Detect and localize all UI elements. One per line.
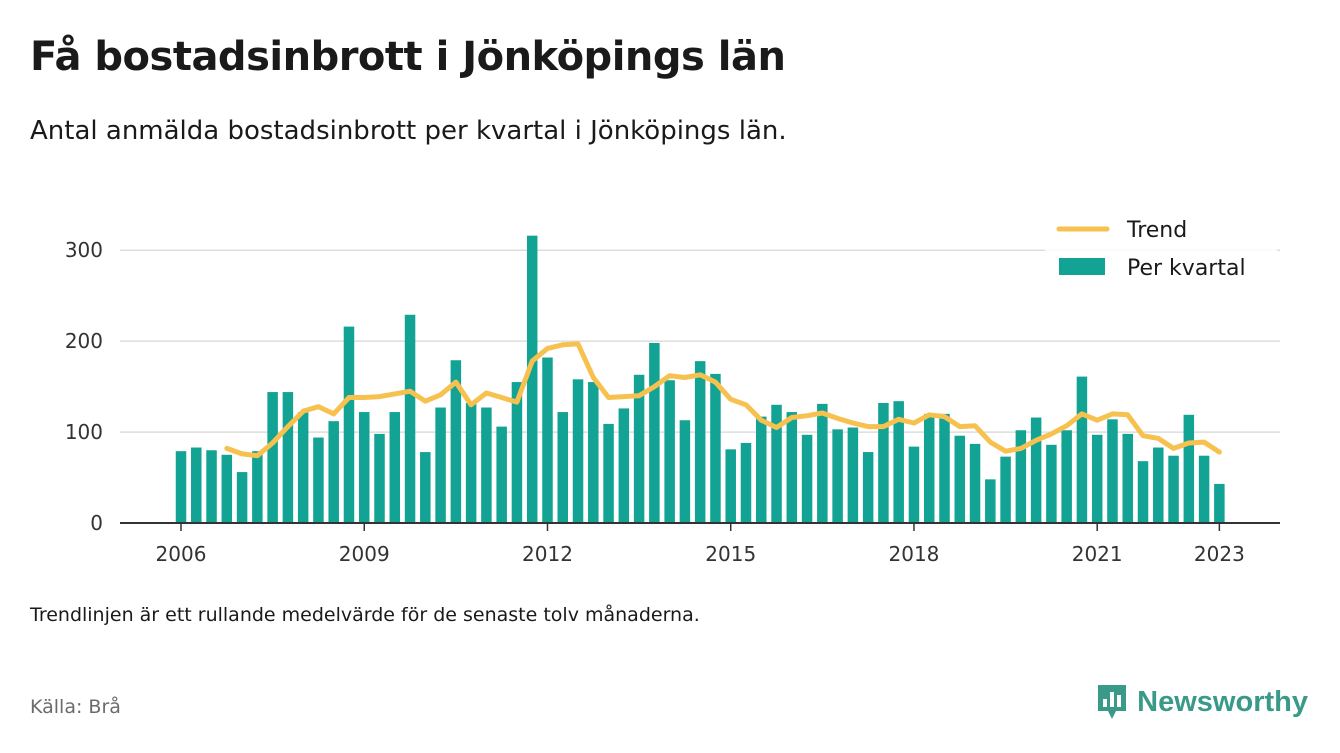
- bar: [1015, 430, 1027, 523]
- x-tick-label: 2023: [1194, 542, 1245, 566]
- trend-line: [224, 341, 1222, 459]
- legend: Trend Per kvartal: [1045, 213, 1277, 287]
- bar: [1153, 447, 1164, 523]
- legend-bar-swatch: [1059, 258, 1105, 275]
- bar: [1183, 414, 1195, 523]
- legend-trend-label: Trend: [1126, 218, 1187, 243]
- bar: [282, 392, 294, 523]
- bar: [175, 451, 187, 523]
- bar: [252, 451, 263, 523]
- bar: [343, 326, 355, 523]
- bar: [985, 479, 996, 523]
- bar: [572, 379, 584, 523]
- bar: [450, 360, 462, 523]
- bar: [694, 361, 706, 523]
- bar: [832, 429, 843, 523]
- bar: [358, 412, 370, 523]
- y-tick-label: 100: [65, 420, 103, 444]
- bar: [603, 423, 614, 523]
- bar: [496, 426, 507, 523]
- chart-subtitle: Antal anmälda bostadsinbrott per kvartal…: [30, 116, 787, 146]
- bar: [221, 454, 233, 523]
- bar: [420, 452, 431, 523]
- bar: [1030, 417, 1042, 523]
- bar: [1000, 456, 1011, 523]
- bar: [740, 442, 752, 523]
- bar: [374, 433, 385, 523]
- bar: [542, 357, 553, 523]
- bar: [557, 412, 568, 523]
- bar: [1091, 434, 1103, 523]
- bar: [1107, 419, 1118, 523]
- x-tick-label: 2021: [1072, 542, 1123, 566]
- bar: [939, 413, 950, 523]
- bar: [328, 421, 339, 523]
- bar: [1198, 455, 1210, 523]
- bar: [649, 342, 660, 523]
- bar: [1076, 376, 1088, 523]
- bar: [191, 447, 202, 523]
- bar: [908, 446, 920, 523]
- bar: [404, 314, 416, 523]
- bar: [206, 450, 217, 523]
- bar: [481, 407, 492, 523]
- x-tick-label: 2018: [889, 542, 940, 566]
- x-tick-label: 2009: [339, 542, 390, 566]
- x-tick-label: 2015: [705, 542, 756, 566]
- bar: [1168, 455, 1179, 523]
- bar: [878, 402, 889, 523]
- brand-logo: Newsworthy: [1095, 682, 1308, 722]
- footnote: Trendlinjen är ett rullande medelvärde f…: [30, 604, 700, 626]
- bar: [588, 382, 599, 523]
- newsworthy-logo-icon: [1098, 685, 1127, 719]
- bar: [801, 434, 813, 523]
- bar: [236, 472, 248, 523]
- y-tick-label: 200: [65, 329, 103, 353]
- bar: [435, 407, 446, 523]
- bar: [526, 235, 538, 523]
- bar: [267, 392, 278, 523]
- bar: [862, 452, 874, 523]
- y-tick-label: 0: [90, 511, 103, 535]
- trend-layer: [224, 341, 1222, 459]
- bar: [618, 408, 630, 523]
- source-text: Källa: Brå: [30, 696, 121, 718]
- y-tick-label: 300: [65, 238, 103, 262]
- bar: [389, 412, 401, 523]
- bar: [969, 443, 981, 523]
- bar: [1122, 433, 1133, 523]
- bar: [1137, 461, 1149, 523]
- bar: [1214, 483, 1225, 523]
- bar: [679, 420, 691, 523]
- bar: [771, 404, 782, 523]
- legend-bar-label: Per kvartal: [1127, 256, 1246, 281]
- bar: [1046, 444, 1057, 523]
- chart-title: Få bostadsinbrott i Jönköpings län: [30, 34, 786, 80]
- bar: [664, 380, 675, 523]
- bar: [710, 373, 721, 523]
- bar: [1061, 430, 1072, 523]
- axis-layer: 0 100 200 300 2006 2009 2012 2015 2018 2021 2023: [65, 238, 1280, 566]
- bar: [923, 413, 935, 523]
- bar: [633, 374, 645, 523]
- chart-area: 0 100 200 300 2006 2009 2012 2015 2018 2021 2023 T…: [65, 213, 1280, 566]
- bar-layer: [175, 235, 1225, 523]
- x-tick-label: 2012: [522, 542, 573, 566]
- bar: [847, 427, 859, 523]
- bar: [786, 412, 798, 523]
- bar: [756, 416, 767, 523]
- bar: [297, 412, 309, 523]
- bar: [893, 401, 904, 523]
- bar: [954, 435, 966, 523]
- bar: [817, 403, 828, 523]
- bar: [511, 382, 523, 523]
- bar: [725, 449, 736, 523]
- brand-name: Newsworthy: [1137, 685, 1308, 718]
- x-tick-label: 2006: [156, 542, 207, 566]
- bar: [313, 437, 324, 523]
- bar: [465, 402, 477, 523]
